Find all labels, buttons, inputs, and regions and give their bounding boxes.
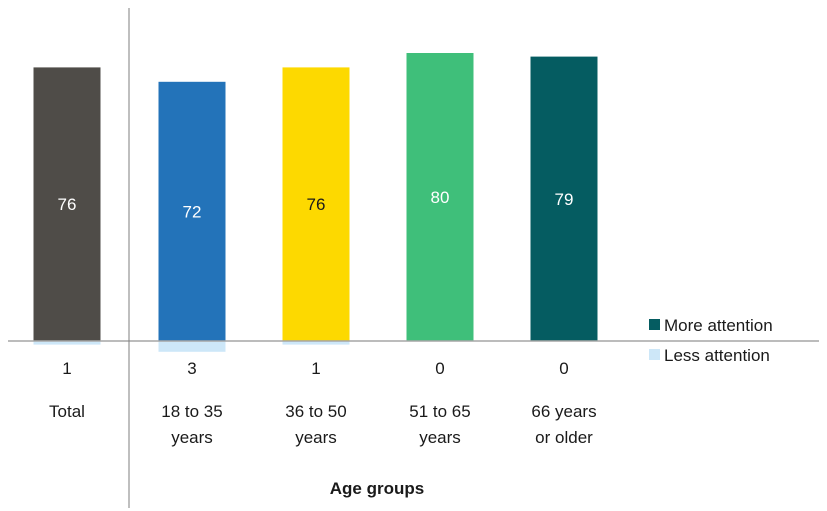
x-axis-title: Age groups [330,479,424,498]
legend-label-less-attention: Less attention [664,346,770,365]
data-label-less-attention-total: 1 [62,359,71,378]
labels-layer: 76 1 Total 72 3 18 to 35 years 76 1 36 to 50 years… [49,188,597,447]
data-label-more-attention-36-to-50-years: 76 [307,195,326,214]
legend-swatch-less-attention [649,349,660,360]
data-label-less-attention-36-to-50-years: 1 [311,359,320,378]
data-label-more-attention-51-to-65-years: 80 [431,188,450,207]
data-label-more-attention-66-years-or-older: 79 [555,190,574,209]
data-label-less-attention-51-to-65-years: 0 [435,359,444,378]
category-label-36-to-50-years-line-2: years [295,428,337,447]
bar-more-attention-66-years-or-older [530,56,598,341]
bars-layer [33,53,598,352]
category-label-18-to-35-years-line-2: years [171,428,213,447]
data-label-more-attention-18-to-35-years: 72 [183,202,202,221]
category-label-51-to-65-years-line-1: 51 to 65 [409,402,470,421]
bar-less-attention-18-to-35-years [158,341,226,352]
category-label-66-years-or-older-line-1: 66 years [531,402,596,421]
data-label-less-attention-18-to-35-years: 3 [187,359,196,378]
category-label-66-years-or-older-line-2: or older [535,428,593,447]
category-label-36-to-50-years-line-1: 36 to 50 [285,402,346,421]
bar-less-attention-36-to-50-years [282,341,350,345]
bar-less-attention-total [33,341,101,345]
category-label-51-to-65-years-line-2: years [419,428,461,447]
bar-more-attention-51-to-65-years [406,53,474,341]
data-label-less-attention-66-years-or-older: 0 [559,359,568,378]
category-label-total: Total [49,402,85,421]
bar-more-attention-18-to-35-years [158,81,226,342]
bar-more-attention-36-to-50-years [282,67,350,342]
legend-label-more-attention: More attention [664,316,773,335]
data-label-more-attention-total: 76 [58,195,77,214]
bar-more-attention-total [33,67,101,342]
category-label-18-to-35-years-line-1: 18 to 35 [161,402,222,421]
legend-swatch-more-attention [649,319,660,330]
legend: More attention Less attention [649,316,773,365]
